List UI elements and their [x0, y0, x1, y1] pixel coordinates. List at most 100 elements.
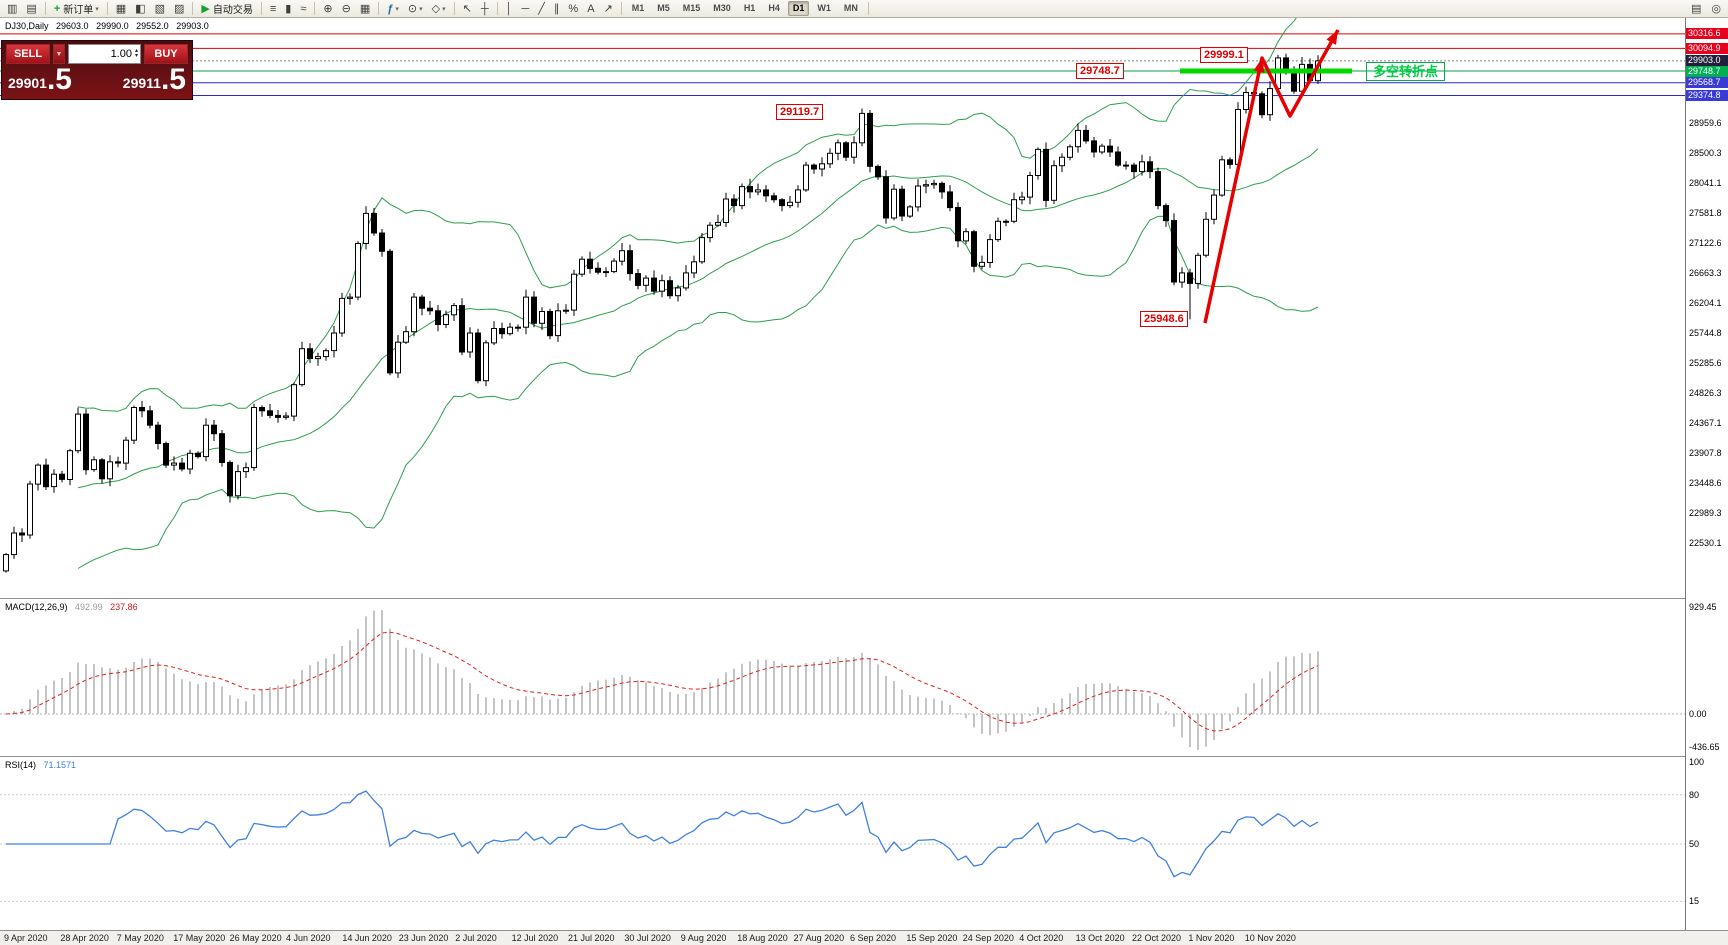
time-axis-label: 10 Nov 2020 [1244, 933, 1296, 943]
fibonacci-tool[interactable]: % [564, 1, 582, 17]
new-order-button[interactable]: + 新订单 ▾ [50, 1, 103, 17]
zoom-in-button[interactable]: ⊕ [319, 1, 336, 17]
market-watch-button[interactable]: ▦ [112, 1, 130, 17]
close-value: 29903.0 [176, 21, 209, 31]
navigator-button[interactable]: ▧ [151, 1, 169, 17]
indicators-button[interactable]: ƒ ▾ [383, 1, 403, 17]
timeframe-m30[interactable]: M30 [713, 3, 731, 13]
time-axis-label: 13 Oct 2020 [1075, 933, 1125, 943]
order-options-caret[interactable]: ▼ [53, 44, 65, 64]
chart-ohlc-header: DJ30,Daily 29603.0 29990.0 29552.0 29903… [5, 21, 214, 31]
price-axis[interactable]: 28959.6 28500.3 28041.1 27581.8 27122.6 26663… [1685, 18, 1728, 930]
templates-button[interactable]: ◇ ▾ [428, 1, 450, 17]
timeframe-m1[interactable]: M1 [631, 3, 645, 13]
timeframe-h4[interactable]: H4 [768, 3, 780, 13]
time-axis-label: 12 Jul 2020 [511, 933, 559, 943]
autotrading-button[interactable]: ▶ 自动交易 [197, 1, 256, 17]
timeframe-mn[interactable]: MN [843, 3, 858, 13]
price-tag: 29748.7 [1686, 66, 1728, 77]
time-axis-label: 6 Sep 2020 [850, 933, 897, 943]
macd-axis-zero-label: 0.00 [1689, 709, 1707, 719]
zoom-out-button[interactable]: ⊖ [338, 1, 355, 17]
macd-axis-max-label: 929.45 [1689, 602, 1717, 612]
price-callout[interactable]: 29999.1 [1200, 47, 1248, 63]
price-axis-label: 22989.3 [1689, 508, 1722, 518]
price-callout[interactable]: 25948.6 [1140, 311, 1188, 327]
price-callout[interactable]: 29748.7 [1076, 63, 1124, 79]
new-order-icon: + [53, 2, 61, 15]
macd-pane-resize-handle[interactable] [0, 598, 1728, 599]
buy-button[interactable]: BUY [144, 44, 188, 64]
time-axis-label: 17 May 2020 [173, 933, 226, 943]
toolbar-right-group: ▤ ◎ [1687, 1, 1725, 17]
toolbar-separator [260, 2, 262, 15]
toolbar-separator [496, 2, 498, 15]
time-axis-label: 21 Jul 2020 [568, 933, 615, 943]
time-axis-label: 27 Aug 2020 [793, 933, 845, 943]
sell-button[interactable]: SELL [6, 44, 50, 64]
turning-point-label[interactable]: 多空转折点 [1366, 62, 1446, 81]
price-axis-label: 28959.6 [1689, 118, 1722, 128]
data-window-button[interactable]: ◧ [131, 1, 149, 17]
bar-chart-icon: ≡ [269, 2, 277, 15]
rsi-value: 71.1571 [43, 760, 77, 770]
price-tag: 29903.0 [1686, 55, 1728, 66]
text-tool[interactable]: A [583, 1, 598, 17]
vertical-line-tool[interactable]: │ [502, 1, 517, 17]
trendline-icon: ╱ [538, 2, 545, 15]
time-axis-label: 4 Oct 2020 [1019, 933, 1064, 943]
price-tag: 30316.6 [1686, 28, 1728, 39]
toolbar-separator [620, 2, 622, 15]
chart-plot-area[interactable] [0, 18, 1685, 930]
high-value: 29990.0 [96, 21, 129, 31]
fibonacci-icon: % [568, 2, 579, 15]
trend-arrow[interactable] [1203, 29, 1340, 324]
crosshair-tool[interactable]: ┼ [477, 1, 493, 17]
reports-button[interactable]: ▤ [1687, 1, 1705, 17]
timeframe-d1[interactable]: D1 [787, 1, 810, 16]
terminal-button[interactable]: ▨ [170, 1, 188, 17]
timeframe-h1[interactable]: H1 [743, 3, 756, 13]
price-axis-label: 22530.1 [1689, 538, 1722, 548]
horizontal-line-tool[interactable]: ─ [517, 1, 533, 17]
market-watch-icon: ▦ [115, 2, 127, 15]
timeframe-m15[interactable]: M15 [682, 3, 701, 13]
horizontal-level-lines[interactable] [0, 33, 1685, 96]
cursor-tool[interactable]: ↖ [459, 1, 476, 17]
price-callout[interactable]: 29119.7 [776, 104, 824, 120]
arrows-icon: ↗ [603, 2, 613, 15]
time-axis[interactable]: 9 Apr 2020 28 Apr 2020 7 May 2020 17 May 20… [0, 930, 1728, 945]
search-icon: ◎ [1711, 3, 1721, 15]
time-axis-label: 4 Jun 2020 [286, 933, 331, 943]
timeframe-w1[interactable]: W1 [817, 3, 831, 13]
price-axis-label: 28041.1 [1689, 178, 1722, 188]
profiles-button[interactable]: ▤ [22, 1, 40, 17]
search-button[interactable]: ◎ [1707, 1, 1725, 17]
price-axis-label: 24367.1 [1689, 418, 1722, 428]
price-axis-label: 28500.3 [1689, 148, 1722, 158]
rsi-pane-resize-handle[interactable] [0, 756, 1728, 757]
channel-tool[interactable]: ∥ [550, 1, 564, 17]
new-chart-icon: ▥ [7, 2, 18, 15]
arrows-tool[interactable]: ↗ [600, 1, 617, 17]
tile-windows-button[interactable]: ▦ [356, 1, 374, 17]
macd-label: MACD(12,26,9) [5, 602, 68, 612]
rsi-indicator [0, 790, 1685, 902]
new-chart-button[interactable]: ▥ [3, 1, 21, 17]
timeframe-m5[interactable]: M5 [657, 3, 670, 13]
macd-main-value: 492.99 [75, 602, 103, 612]
trendline-tool[interactable]: ╱ [534, 1, 549, 17]
price-axis-label: 26663.3 [1689, 268, 1722, 278]
volume-stepper[interactable]: ▴ ▾ [134, 48, 138, 59]
candlestick-chart-button[interactable]: ▮ [281, 1, 295, 17]
macd-axis-min-label: -436.65 [1689, 742, 1720, 752]
time-axis-label: 9 Apr 2020 [4, 933, 48, 943]
bollinger-bands [77, 18, 1319, 569]
bar-chart-button[interactable]: ≡ [266, 1, 280, 17]
time-axis-label: 9 Aug 2020 [680, 933, 727, 943]
periods-button[interactable]: ⊙ ▾ [404, 1, 427, 17]
volume-input[interactable]: 1.00 ▴ ▾ [68, 44, 141, 64]
symbol-period-label: DJ30,Daily [5, 21, 49, 31]
rsi-header: RSI(14) 71.1571 [5, 760, 81, 770]
line-chart-button[interactable]: ≈ [296, 1, 310, 17]
